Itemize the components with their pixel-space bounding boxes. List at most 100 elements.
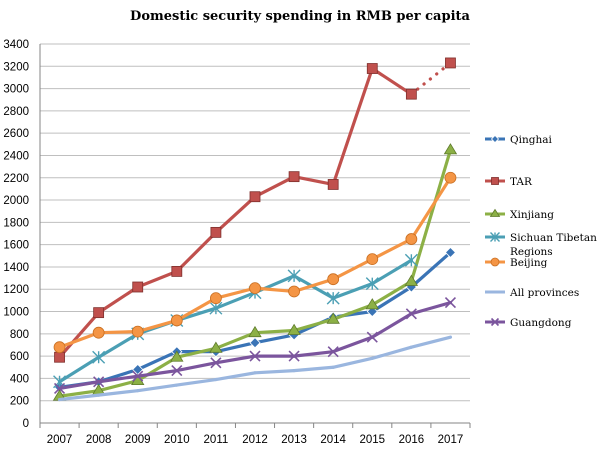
series-segment xyxy=(253,369,296,375)
y-tick-label: 3400 xyxy=(3,39,29,51)
x-tick-label: 2016 xyxy=(399,434,425,446)
y-tick-label: 2400 xyxy=(3,150,29,162)
data-point-triangle xyxy=(209,341,223,353)
y-tick-label: 800 xyxy=(10,329,29,341)
data-point-diamond xyxy=(490,134,500,144)
series-segment xyxy=(370,258,413,286)
legend-entry: Beijing xyxy=(485,257,548,269)
legend-label: Beijing xyxy=(510,257,548,269)
series-segment xyxy=(409,250,453,289)
series-segment xyxy=(214,331,257,350)
series-segment xyxy=(370,312,413,339)
series-segment xyxy=(214,290,257,310)
series-segment xyxy=(214,341,257,354)
x-tick-label: 2008 xyxy=(86,434,112,446)
data-point-square xyxy=(132,281,144,293)
data-point-square xyxy=(93,307,105,319)
data-point-x xyxy=(210,357,222,369)
data-point-triangle xyxy=(170,350,184,362)
y-tick-label: 3200 xyxy=(3,61,29,73)
y-tick-label: 3000 xyxy=(3,84,29,96)
data-point-circle xyxy=(405,233,418,245)
series-segment xyxy=(97,379,140,393)
legend-label: All provinces xyxy=(509,287,579,299)
data-point-circle xyxy=(327,273,340,286)
series-all-provinces xyxy=(57,335,453,402)
series-segment xyxy=(409,148,453,284)
data-point-x xyxy=(490,317,500,327)
data-point-square xyxy=(249,191,261,203)
legend-label: TAR xyxy=(510,176,533,188)
data-point-square xyxy=(445,57,456,69)
legend-label: Regions xyxy=(510,246,553,258)
series-segment xyxy=(331,303,374,321)
series-segment xyxy=(136,383,179,393)
data-point-circle xyxy=(131,325,144,338)
data-point-x xyxy=(405,308,417,320)
series-segment xyxy=(57,331,101,349)
legend-label: Guangdong xyxy=(510,317,572,329)
series-segment xyxy=(97,285,140,315)
data-point-circle xyxy=(53,341,66,354)
legend-label: Qinghai xyxy=(510,134,552,146)
series-segment xyxy=(331,257,374,281)
data-point-circle xyxy=(210,292,222,305)
series-segment xyxy=(331,282,374,300)
data-point-circle xyxy=(92,326,105,339)
y-tick-label: 1000 xyxy=(3,307,29,319)
y-tick-label: 400 xyxy=(10,373,29,385)
series-segment xyxy=(214,371,257,382)
data-point-circle xyxy=(288,285,300,298)
data-point-triangle xyxy=(443,143,458,155)
series-segment xyxy=(97,389,140,397)
series-beijing xyxy=(53,171,457,354)
series-segment xyxy=(292,277,335,294)
series-segment xyxy=(370,237,413,261)
data-point-square xyxy=(210,226,222,238)
series-segment xyxy=(292,317,335,333)
y-tick-label: 2800 xyxy=(3,106,29,118)
series-segment xyxy=(97,332,140,359)
data-point-triangle xyxy=(248,325,262,338)
data-point-triangle xyxy=(326,312,340,324)
legend: Qinghai TAR Xinjiang Sichuan Tibetan Regions… xyxy=(485,134,597,329)
series-segment xyxy=(253,333,296,345)
series-segment xyxy=(292,350,335,358)
data-point-x xyxy=(132,370,144,382)
x-tick-label: 2010 xyxy=(164,434,190,446)
series-segment xyxy=(57,393,101,402)
x-tick-label: 2007 xyxy=(47,434,73,446)
data-point-x xyxy=(288,350,300,362)
series-segment xyxy=(175,346,218,359)
legend-entry: All provinces xyxy=(485,287,579,299)
data-point-star xyxy=(365,277,379,291)
series-lines xyxy=(52,57,458,402)
x-tick-label: 2017 xyxy=(438,434,464,446)
data-point-circle xyxy=(249,282,261,295)
series-segment xyxy=(57,311,101,359)
data-point-diamond xyxy=(444,246,457,259)
series-segment xyxy=(214,286,257,300)
data-point-circle xyxy=(366,253,379,266)
series-segment xyxy=(175,296,218,323)
data-point-star xyxy=(287,269,301,283)
data-point-square xyxy=(366,63,378,74)
legend-entry: Qinghai xyxy=(485,134,552,146)
y-tick-label: 1800 xyxy=(3,217,29,229)
x-tick-label: 2011 xyxy=(204,434,229,446)
data-point-x xyxy=(444,297,457,309)
series-segment xyxy=(97,329,140,335)
data-point-x xyxy=(93,376,105,388)
y-tick-label: 0 xyxy=(23,418,29,430)
data-point-triangle xyxy=(489,208,501,217)
x-tick-label: 2012 xyxy=(242,434,268,446)
series-segment xyxy=(175,230,218,273)
series-segment xyxy=(214,195,257,234)
x-tick-label: 2015 xyxy=(359,434,385,446)
series-segment xyxy=(253,328,296,335)
series-segment xyxy=(253,286,296,294)
data-point-circle xyxy=(444,171,457,184)
data-point-square xyxy=(491,177,499,185)
series-segment xyxy=(214,354,257,365)
